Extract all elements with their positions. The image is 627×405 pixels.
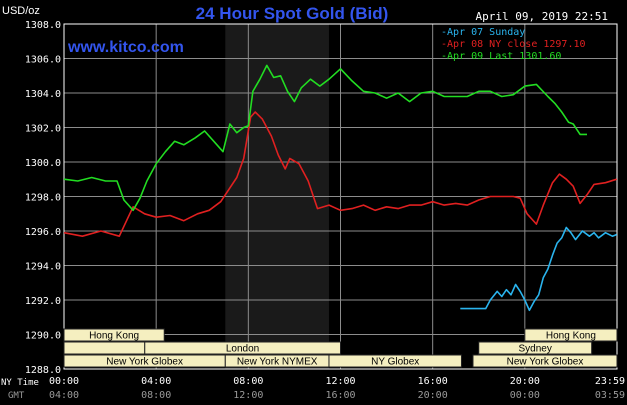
y-tick-label: 1296.0 <box>25 227 61 238</box>
session-label: Hong Kong <box>89 331 139 342</box>
session-bar <box>328 354 462 368</box>
x-axis: 00:00 04:00 04:00 08:00 08:00 12:00 12:00 16:00… <box>49 376 625 401</box>
legend: -Apr 07 Sunday -Apr 08 NY close 1297.10 … <box>441 27 586 62</box>
x-tick-label-ny: 20:00 <box>510 376 540 387</box>
x-tick-label-gmt: 12:00 <box>233 390 263 401</box>
session-bar <box>63 341 146 355</box>
legend-apr08: -Apr 08 NY close 1297.10 <box>441 39 586 50</box>
x-tick-label-gmt: 20:00 <box>418 390 448 401</box>
session-bar <box>472 354 618 368</box>
x-tick-label-gmt: 04:00 <box>49 390 79 401</box>
y-axis: 1308.0 1306.0 1304.0 1302.0 1300.0 1298.0 1296… <box>25 20 61 376</box>
ny-time-label: NY Time <box>1 378 39 388</box>
x-tick-label-ny: 00:00 <box>49 376 79 387</box>
x-tick-label-gmt: 03:59 <box>595 390 625 401</box>
y-tick-label: 1304.0 <box>25 89 61 100</box>
session-bar <box>524 328 618 342</box>
session-label: New York NYMEX <box>237 357 318 368</box>
y-tick-label: 1298.0 <box>25 193 61 204</box>
session-bar <box>63 328 165 342</box>
session-bar <box>478 341 593 355</box>
series-line-1 <box>63 111 618 237</box>
trading-sessions: Hong Kong Hong Kong London Sydney New York G… <box>63 328 618 368</box>
session-label: New York Globex <box>106 357 183 368</box>
legend-apr09: -Apr 09 Last 1301.60 <box>441 51 561 62</box>
x-tick-label-ny: 04:00 <box>141 376 171 387</box>
x-tick-label-ny: 12:00 <box>325 376 355 387</box>
y-tick-label: 1292.0 <box>25 296 61 307</box>
website-label: www.kitco.com <box>67 39 184 56</box>
y-tick-label: 1290.0 <box>25 331 61 342</box>
y-tick-label: 1288.0 <box>25 365 61 376</box>
timestamp: April 09, 2019 22:51 <box>476 10 608 23</box>
x-tick-label-ny: 23:59 <box>595 376 625 387</box>
y-tick-label: 1294.0 <box>25 262 61 273</box>
y-tick-label: 1302.0 <box>25 124 61 135</box>
series-line-2 <box>63 64 587 212</box>
session-label: Sydney <box>519 344 552 355</box>
session-label: NY Globex <box>371 357 419 368</box>
y-tick-label: 1308.0 <box>25 20 61 31</box>
x-tick-label-gmt: 16:00 <box>325 390 355 401</box>
series-lines <box>63 64 618 312</box>
y-axis-label: USD/oz <box>2 5 40 17</box>
plot-frame <box>63 23 618 370</box>
x-tick-label-gmt: 08:00 <box>141 390 171 401</box>
session-label: Hong Kong <box>546 331 596 342</box>
series-line-0 <box>460 226 618 312</box>
y-tick-label: 1300.0 <box>25 158 61 169</box>
legend-apr07: -Apr 07 Sunday <box>441 27 525 38</box>
x-tick-label-gmt: 00:00 <box>510 390 540 401</box>
session-label: London <box>226 344 259 355</box>
y-tick-label: 1306.0 <box>25 55 61 66</box>
x-tick-label-ny: 16:00 <box>418 376 448 387</box>
gmt-label: GMT <box>8 391 25 401</box>
session-label: New York Globex <box>507 357 584 368</box>
x-tick-label-ny: 08:00 <box>233 376 263 387</box>
chart-title: 24 Hour Spot Gold (Bid) <box>196 4 389 23</box>
